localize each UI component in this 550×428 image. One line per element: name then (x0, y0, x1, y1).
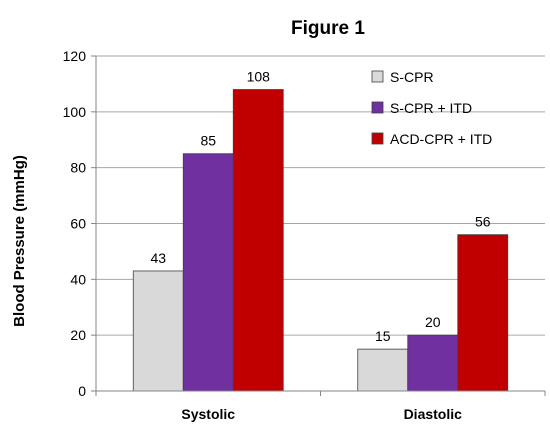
bar-s-cpr-itd-diastolic (407, 334, 459, 392)
legend-swatch (371, 70, 384, 83)
bar-acd-cpr-itd-diastolic (457, 234, 509, 392)
bar-acd-cpr-itd-systolic (232, 89, 284, 392)
y-tick-label: 40 (70, 271, 86, 287)
chart-title: Figure 1 (291, 18, 365, 39)
y-tick-label: 120 (63, 48, 87, 64)
x-axis-categories: Systolic Diastolic (181, 406, 462, 422)
y-tick-label: 0 (78, 383, 86, 399)
y-axis-label: Blood Pressure (mmHg) (11, 155, 28, 327)
x-category-label: Systolic (181, 406, 235, 422)
x-category-label: Diastolic (404, 406, 463, 422)
legend-swatch (371, 132, 384, 145)
y-tick-label: 60 (70, 216, 86, 232)
data-label: 15 (375, 328, 391, 344)
legend-label: S-CPR + ITD (390, 100, 472, 116)
bar-s-cpr-diastolic (357, 348, 409, 392)
y-axis-ticks: 0 20 40 60 80 100 120 (63, 48, 96, 399)
y-tick-label: 80 (70, 160, 86, 176)
data-label: 108 (247, 69, 271, 85)
legend-label: S-CPR (390, 69, 434, 85)
axes (95, 56, 546, 396)
data-label: 20 (425, 314, 441, 330)
data-label: 56 (475, 214, 491, 230)
data-label: 85 (200, 133, 216, 149)
bar-s-cpr-systolic (132, 270, 184, 392)
legend: S-CPR S-CPR + ITD ACD-CPR + ITD (371, 69, 492, 147)
data-label: 43 (150, 250, 166, 266)
bars (132, 89, 509, 392)
y-tick-label: 100 (63, 104, 87, 120)
y-tick-label: 20 (70, 327, 86, 343)
legend-label: ACD-CPR + ITD (390, 131, 492, 147)
legend-swatch (371, 101, 384, 114)
bar-s-cpr-itd-systolic (182, 153, 234, 392)
data-labels: 43 85 108 15 20 56 (150, 69, 490, 345)
